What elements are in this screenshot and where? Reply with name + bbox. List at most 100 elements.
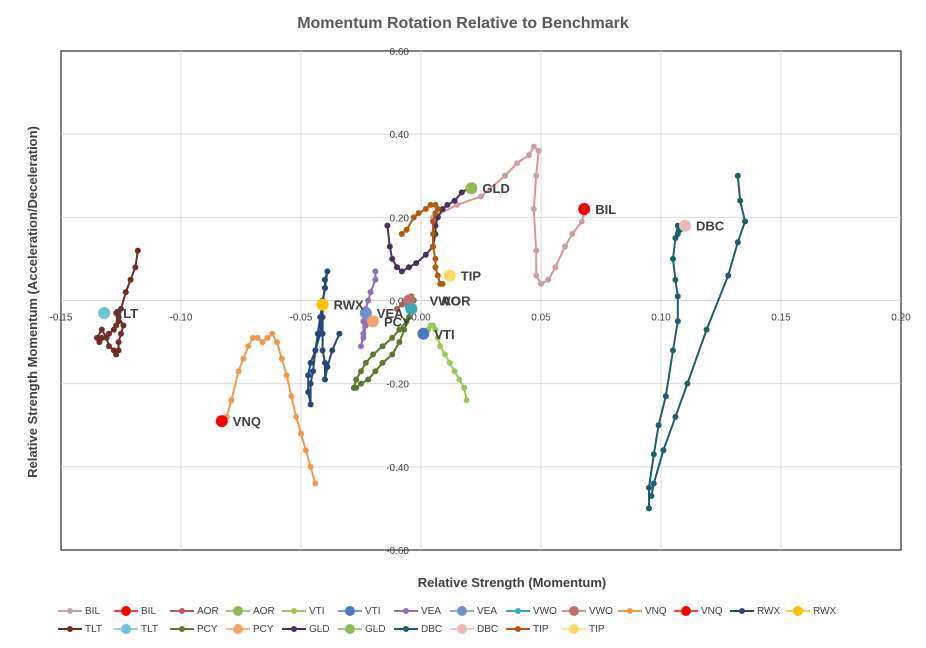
legend-swatch [394,608,418,614]
trail-point [110,326,117,333]
point-label-aor: AOR [442,294,472,309]
current-point-rwx [316,298,329,311]
legend-swatch [506,626,530,632]
y-tick-label: 0.20 [390,213,410,224]
trail-point [254,334,261,341]
legend-label: VWO [533,605,557,617]
series-vnq [218,330,319,487]
trail-point [329,347,336,354]
legend-swatch [562,624,586,634]
legend-item: BIL [114,604,170,618]
trail-point [478,193,484,200]
trail-point [422,206,429,213]
trail-point [670,255,676,262]
trail-point [650,480,657,487]
legend-item: GLD [282,622,338,636]
legend-label: DBC [421,623,443,635]
current-point-tip [443,269,456,282]
legend-label: VNQ [701,605,723,617]
trail-point [274,339,280,346]
trail-point [672,276,679,283]
trail-point [98,326,105,333]
legend-item: DBC [394,622,450,636]
trail-point [319,347,326,354]
legend-item: VNQ [674,604,730,618]
trail-point [384,222,391,229]
trail-point [530,143,537,150]
trail-point [403,226,410,233]
trail-point [670,347,676,354]
trail-point [646,484,652,491]
trail-point [322,359,328,366]
trail-point [427,201,434,208]
trail-point [307,401,314,408]
legend-item: GLD [338,622,394,636]
legend-item: VTI [338,604,394,618]
trail-point [562,243,568,250]
legend-swatch [338,624,362,634]
legend-swatch [170,608,194,614]
trail-point [389,351,396,358]
trail-point [305,372,312,379]
trail-point [307,463,314,470]
trail-point [298,430,304,437]
trail-point [115,347,122,354]
trail-point [439,280,446,287]
trail-point [734,172,741,179]
trail-point [372,276,379,283]
trail-point [394,264,400,271]
legend-label: VTI [365,605,381,617]
trail-point [389,255,396,262]
series-dbc-tail [648,172,748,499]
trail-point [451,197,458,204]
trail-point [456,376,463,383]
trail-point [444,201,451,208]
trail-point [514,160,520,167]
legend-item: PCY [226,622,282,636]
trail-point [674,293,681,300]
point-label-tip: TIP [461,269,482,284]
legend-swatch [58,626,82,632]
trail-point [401,326,408,333]
x-tick-labels: -0.15 -0.10 -0.05 0.00 0.05 0.10 0.15 0.20 [50,313,912,324]
trail-point [674,318,681,325]
trail-point [413,260,420,267]
legend-item: VWO [506,604,562,618]
x-tick-label: 0.20 [891,313,911,324]
trail-point [278,355,285,362]
legend-label: TLT [85,623,103,635]
trail-point [406,264,412,271]
legend-swatch [450,606,474,616]
legend-item: DBC [450,622,506,636]
point-label-vwo: VWO [430,294,461,309]
legend-swatch [674,606,698,616]
trail-point [394,305,400,312]
y-tick-labels: -0.60 -0.40 -0.20 0.00 0.20 0.40 0.60 [386,47,409,557]
trail-point [113,309,120,316]
trail-point [535,147,542,154]
trail-point [650,451,657,458]
x-tick-label: -0.10 [170,313,193,324]
trail-point [106,343,112,350]
trail-point [103,334,110,341]
trail-point [569,230,576,237]
legend-swatch [58,608,82,614]
trail-point [578,218,585,225]
legend-label: RWX [757,605,781,617]
x-tick-label: -0.05 [290,313,313,324]
trail-point [437,343,444,350]
trail-point [259,339,266,346]
legend-item: BIL [58,604,114,618]
legend-swatch [170,626,194,632]
trail-point [415,210,422,217]
legend-item: AOR [226,604,282,618]
legend-label: VEA [477,605,498,617]
trail-point [228,397,235,404]
trail-point [742,218,748,225]
trail-point [734,239,741,246]
legend-swatch [506,608,530,614]
current-point-vnq [215,415,228,428]
point-label-rwx: RWX [334,298,364,313]
trail-point [288,393,295,400]
trail-point [336,330,343,337]
